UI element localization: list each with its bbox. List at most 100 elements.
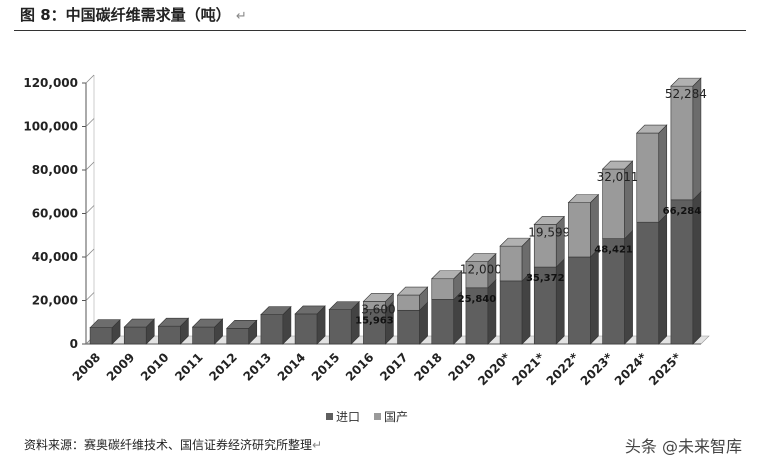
source-text: 资料来源：赛奥碳纤维技术、国信证券经济研究所整理 [24, 438, 313, 452]
bar-top-2010 [157, 317, 190, 327]
bar-front-2009-进口 [123, 326, 147, 345]
y-tick-depth [85, 74, 95, 84]
x-tick-label: 2009 [104, 350, 138, 384]
bar-top-2015 [328, 301, 360, 310]
legend-label-domestic: 国产 [384, 410, 409, 424]
x-tick-label: 2012 [206, 350, 240, 384]
bar-top-2019 [465, 253, 497, 262]
bar-front-2017-国产 [397, 294, 420, 311]
data-label-2019-国产: 12,000 [460, 263, 502, 277]
bar-top-2008 [89, 319, 121, 328]
y-tick-label: 20,000 [32, 294, 78, 308]
bar-front-2024*-进口 [636, 221, 660, 345]
bar-top-2013 [260, 306, 292, 315]
bar-front-2018-进口 [431, 299, 455, 345]
title-divider [14, 30, 746, 31]
data-label-2025*-国产: 52,284 [665, 87, 707, 101]
x-tick-label: 2018 [411, 350, 445, 384]
y-tick-depth [85, 292, 95, 301]
bar-top-2020* [499, 237, 531, 247]
bar-side-2024*-进口 [658, 213, 668, 345]
bar-top-2012 [226, 320, 258, 329]
bar-side-2021*-进口 [555, 258, 565, 345]
x-tick-label: 2008 [70, 350, 104, 384]
bar-front-2011-进口 [192, 326, 215, 345]
x-tick-label: 2010 [138, 350, 172, 384]
data-label-2025*-进口: 66,284 [663, 206, 702, 217]
data-label-2021*-国产: 19,599 [528, 225, 570, 239]
return-mark-icon: ↵ [235, 9, 247, 24]
y-tick-label: 120,000 [23, 76, 78, 90]
bar-front-2015-进口 [328, 309, 352, 345]
x-tick-label: 2025* [646, 350, 684, 388]
legend-swatch-domestic [374, 413, 382, 420]
bar-side-2019-进口 [487, 279, 497, 345]
bar-top-2024* [636, 124, 668, 134]
bar-front-2010-进口 [158, 325, 181, 345]
data-label-2023*-进口: 48,421 [594, 245, 633, 256]
bar-top-2018 [431, 270, 463, 280]
x-tick-label: 2013 [241, 350, 275, 384]
bar-front-2013-进口 [260, 314, 284, 345]
x-tick-label: 2024* [612, 350, 650, 388]
data-label-2016-国产: 3,600 [361, 302, 395, 316]
y-tick-depth [85, 118, 95, 127]
y-tick-depth [85, 161, 95, 171]
y-tick-label: 0 [70, 337, 78, 351]
x-tick-label: 2016 [343, 350, 377, 384]
bar-front-2018-国产 [431, 278, 455, 300]
data-label-2021*-进口: 35,372 [526, 273, 565, 284]
bar-top-2025* [670, 77, 702, 87]
data-label-2016-进口: 15,963 [355, 315, 394, 326]
legend-item-import: 进口 [326, 408, 360, 425]
chart-legend: 进口 国产 [326, 408, 416, 425]
y-tick-label: 60,000 [32, 207, 78, 221]
x-tick-label: 2020* [475, 350, 513, 388]
bar-top-2022* [567, 194, 600, 203]
bar-top-2023* [601, 160, 634, 170]
y-tick-depth [85, 205, 95, 214]
x-tick-label: 2015 [309, 350, 343, 384]
y-tick-label: 80,000 [32, 163, 78, 177]
x-tick-label: 2021* [509, 350, 547, 388]
y-tick-label: 40,000 [32, 250, 78, 264]
bar-front-2022*-国产 [568, 202, 591, 258]
bar-top-2011 [191, 318, 224, 328]
bar-front-2022*-进口 [568, 256, 591, 345]
watermark: 头条 @未来智库 [624, 437, 742, 456]
bar-top-2021* [533, 216, 565, 225]
legend-swatch-import [326, 413, 333, 420]
legend-item-domestic: 国产 [374, 408, 408, 425]
x-tick-label: 2017 [377, 350, 411, 384]
source-note: 资料来源：赛奥碳纤维技术、国信证券经济研究所整理↵ [24, 436, 322, 453]
x-tick-label: 2022* [544, 350, 582, 388]
data-label-2023*-国产: 32,011 [597, 170, 639, 184]
chart-title: 图 8：中国碳纤维需求量（吨） ↵ [20, 4, 247, 25]
x-tick-label: 2014 [275, 350, 309, 384]
source-return-mark-icon: ↵ [312, 438, 323, 452]
x-tick-label: 2011 [172, 350, 206, 384]
y-tick-depth [85, 248, 95, 258]
y-tick-label: 100,000 [23, 120, 78, 134]
bar-top-2014 [294, 305, 326, 315]
bar-front-2017-进口 [397, 309, 420, 345]
bar-front-2025*-进口 [670, 199, 694, 345]
bar-top-2009 [123, 318, 155, 328]
bar-front-2020*-国产 [499, 245, 523, 282]
bar-side-2021*-国产 [555, 215, 565, 268]
bar-front-2024*-国产 [636, 132, 660, 223]
x-tick-label: 2023* [578, 350, 616, 388]
x-tick-label: 2019 [446, 350, 480, 384]
bar-front-2020*-进口 [499, 280, 523, 345]
bar-top-2016 [362, 293, 395, 302]
bar-front-2025*-国产 [670, 85, 694, 201]
data-label-2019-进口: 25,840 [458, 294, 497, 305]
bar-front-2014-进口 [294, 313, 318, 345]
bar-top-2017 [396, 286, 429, 296]
legend-label-import: 进口 [336, 410, 361, 424]
bar-side-2022*-进口 [590, 248, 599, 345]
chart-title-text: 图 8：中国碳纤维需求量（吨） [20, 6, 231, 24]
bar-front-2012-进口 [226, 328, 250, 345]
bar-front-2008-进口 [89, 327, 113, 345]
